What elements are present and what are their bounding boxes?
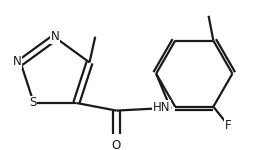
Text: N: N <box>51 30 59 43</box>
Text: F: F <box>225 119 232 132</box>
Text: HN: HN <box>153 101 170 114</box>
Text: S: S <box>29 96 37 110</box>
Text: O: O <box>112 139 121 150</box>
Text: N: N <box>12 55 21 68</box>
